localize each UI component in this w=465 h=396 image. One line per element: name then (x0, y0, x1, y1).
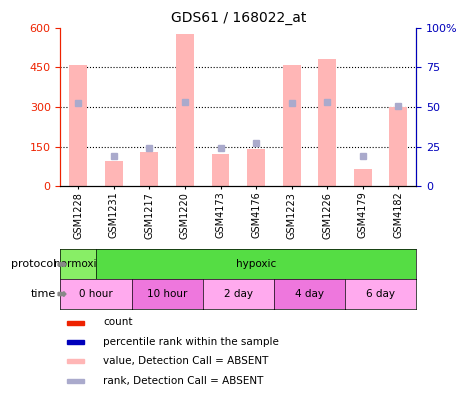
Bar (212, 154, 229, 186)
Text: 6 day: 6 day (366, 289, 395, 299)
Bar (283, 65, 300, 186)
Text: hypoxic: hypoxic (236, 259, 276, 269)
Bar (69, 65, 87, 186)
Title: GDS61 / 168022_at: GDS61 / 168022_at (171, 11, 306, 25)
Text: time: time (31, 289, 56, 299)
Text: normoxic: normoxic (54, 259, 102, 269)
Text: 4 day: 4 day (295, 289, 324, 299)
Text: 2 day: 2 day (224, 289, 253, 299)
Text: value, Detection Call = ABSENT: value, Detection Call = ABSENT (103, 356, 269, 366)
Bar (247, 149, 265, 186)
Bar (67, 359, 84, 363)
Bar (67, 379, 84, 383)
Bar (176, 34, 194, 186)
Text: 10 hour: 10 hour (147, 289, 187, 299)
Text: percentile rank within the sample: percentile rank within the sample (103, 337, 279, 347)
Bar (105, 161, 123, 186)
Text: protocol: protocol (11, 259, 56, 269)
Bar (390, 107, 407, 186)
Bar (140, 152, 158, 186)
Bar (354, 169, 372, 186)
Bar (67, 321, 84, 325)
Text: rank, Detection Call = ABSENT: rank, Detection Call = ABSENT (103, 375, 264, 386)
Bar (67, 340, 84, 344)
Bar (319, 59, 336, 186)
Text: 0 hour: 0 hour (79, 289, 113, 299)
Text: count: count (103, 318, 133, 327)
